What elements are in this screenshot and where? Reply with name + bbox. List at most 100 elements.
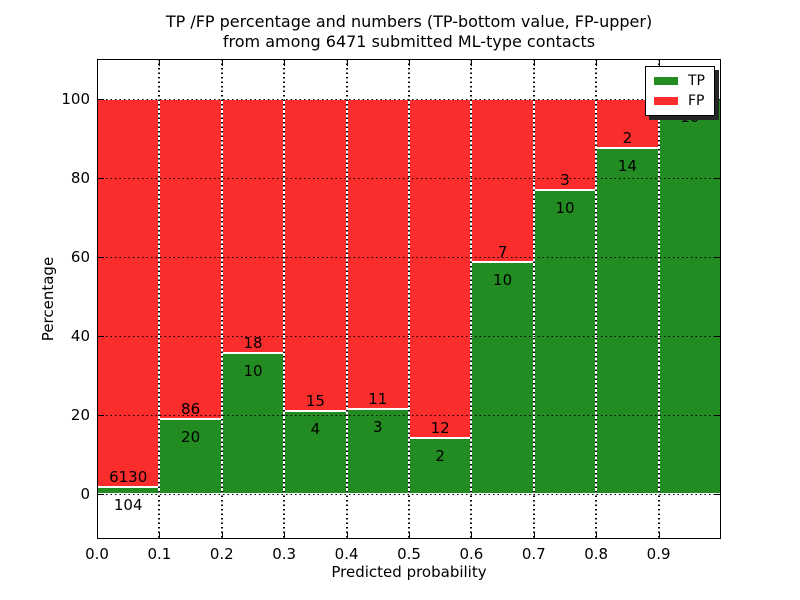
x-tick-label: 0.6 xyxy=(459,545,484,563)
y-tick-mark xyxy=(98,415,104,416)
y-tick-label: 0 xyxy=(80,485,90,503)
bar-segment-fp xyxy=(471,99,534,262)
grid-line-vertical xyxy=(595,59,598,539)
bar-segment-tp xyxy=(658,99,721,494)
x-tick-mark xyxy=(159,532,161,538)
legend-label-tp: TP xyxy=(688,73,705,89)
bar-segment-fp xyxy=(409,99,472,438)
legend: TP FP xyxy=(645,66,715,116)
x-tick-mark xyxy=(221,532,223,538)
grid-line-vertical xyxy=(657,59,660,539)
bar-segment-tp xyxy=(284,410,347,494)
y-tick-mark xyxy=(714,257,720,258)
fp-swatch-icon xyxy=(654,97,678,105)
bar-count-label-fp: 11 xyxy=(368,390,388,409)
y-tick-mark xyxy=(98,336,104,337)
x-tick-mark xyxy=(533,60,535,66)
bar-segment-fp xyxy=(221,99,285,353)
grid-line-vertical xyxy=(220,59,223,539)
bar-count-label-tp: 4 xyxy=(310,419,321,438)
x-tick-mark xyxy=(97,532,98,538)
y-tick-label: 60 xyxy=(70,248,90,266)
x-tick-label: 0.2 xyxy=(209,545,234,563)
legend-label-fp: FP xyxy=(688,93,705,109)
bar-segment-fp xyxy=(159,99,222,420)
grid-line-vertical xyxy=(532,59,535,539)
y-tick-label: 20 xyxy=(70,406,90,424)
x-tick-mark xyxy=(533,532,535,538)
bar-segment-tp xyxy=(97,487,160,494)
legend-entry-fp: FP xyxy=(654,91,705,111)
x-tick-mark xyxy=(471,532,473,538)
bar-count-label-fp: 2 xyxy=(622,129,633,148)
y-tick-mark xyxy=(714,336,720,337)
x-tick-mark xyxy=(159,60,161,66)
bar-count-label-fp: 86 xyxy=(181,400,201,419)
bar-count-label-tp: 3 xyxy=(373,418,383,437)
x-tick-label: 0.4 xyxy=(334,545,359,563)
y-tick-mark xyxy=(714,415,720,416)
bar-segment-tp xyxy=(533,190,597,494)
x-tick-label: 0.9 xyxy=(646,545,671,563)
y-tick-label: 100 xyxy=(61,90,90,108)
x-tick-label: 0.1 xyxy=(147,545,172,563)
x-tick-mark xyxy=(658,60,660,66)
grid-line-horizontal xyxy=(97,99,721,100)
x-tick-label: 0.7 xyxy=(521,545,546,563)
grid-line-vertical xyxy=(158,59,161,539)
x-tick-mark xyxy=(471,60,473,66)
bar-count-label-fp: 15 xyxy=(305,391,325,410)
x-tick-mark xyxy=(284,532,286,538)
grid-line-horizontal xyxy=(97,494,721,495)
bar-segment-fp xyxy=(284,99,347,411)
bar-count-label-fp: 7 xyxy=(497,242,508,261)
y-tick-mark xyxy=(98,257,104,258)
x-tick-mark xyxy=(658,532,660,538)
bar-count-label-fp: 18 xyxy=(243,333,263,352)
bar-segment-fp xyxy=(346,99,409,410)
tp-swatch-icon xyxy=(654,77,678,85)
x-tick-mark xyxy=(346,532,348,538)
y-tick-mark xyxy=(98,178,104,179)
y-tick-mark xyxy=(714,99,720,100)
y-tick-mark xyxy=(714,494,720,495)
bar-count-label-tp: 10 xyxy=(555,199,575,218)
grid-line-vertical xyxy=(470,59,473,539)
grid-line-horizontal xyxy=(97,336,721,337)
grid-line-horizontal xyxy=(97,415,721,416)
x-tick-mark xyxy=(221,60,223,66)
grid-line-vertical xyxy=(283,59,286,539)
chart-title: TP /FP percentage and numbers (TP-bottom… xyxy=(165,12,653,51)
x-tick-label: 0.0 xyxy=(85,545,109,563)
bar-count-label-fp: 6130 xyxy=(109,468,148,487)
x-tick-mark xyxy=(284,60,286,66)
y-tick-mark xyxy=(98,494,104,495)
grid-line-horizontal xyxy=(97,178,721,179)
bar-segment-fp xyxy=(97,99,160,488)
x-tick-mark xyxy=(596,532,598,538)
legend-entry-tp: TP xyxy=(654,71,705,91)
x-tick-mark xyxy=(596,60,598,66)
bar-count-label-tp: 20 xyxy=(181,428,201,447)
bar-count-label-tp: 104 xyxy=(113,496,143,515)
x-tick-mark xyxy=(409,60,410,66)
x-tick-label: 0.5 xyxy=(397,545,421,563)
bar-count-label-fp: 3 xyxy=(560,171,570,190)
y-tick-mark xyxy=(98,99,104,100)
bar-count-label-tp: 10 xyxy=(493,270,513,289)
bar-count-label-fp: 12 xyxy=(430,418,450,437)
x-axis-label: Predicted probability xyxy=(331,563,487,581)
bar-segment-tp xyxy=(596,148,659,494)
x-tick-label: 0.8 xyxy=(584,545,609,563)
grid-line-horizontal xyxy=(97,257,721,258)
bar-count-label-tp: 10 xyxy=(243,361,263,380)
x-tick-mark xyxy=(409,532,410,538)
bar-count-label-tp: 14 xyxy=(617,157,637,176)
x-tick-label: 0.3 xyxy=(272,545,297,563)
y-tick-mark xyxy=(714,178,720,179)
x-tick-mark xyxy=(346,60,348,66)
y-tick-label: 80 xyxy=(70,169,90,187)
grid-line-vertical xyxy=(345,59,348,539)
x-tick-mark xyxy=(97,60,98,66)
